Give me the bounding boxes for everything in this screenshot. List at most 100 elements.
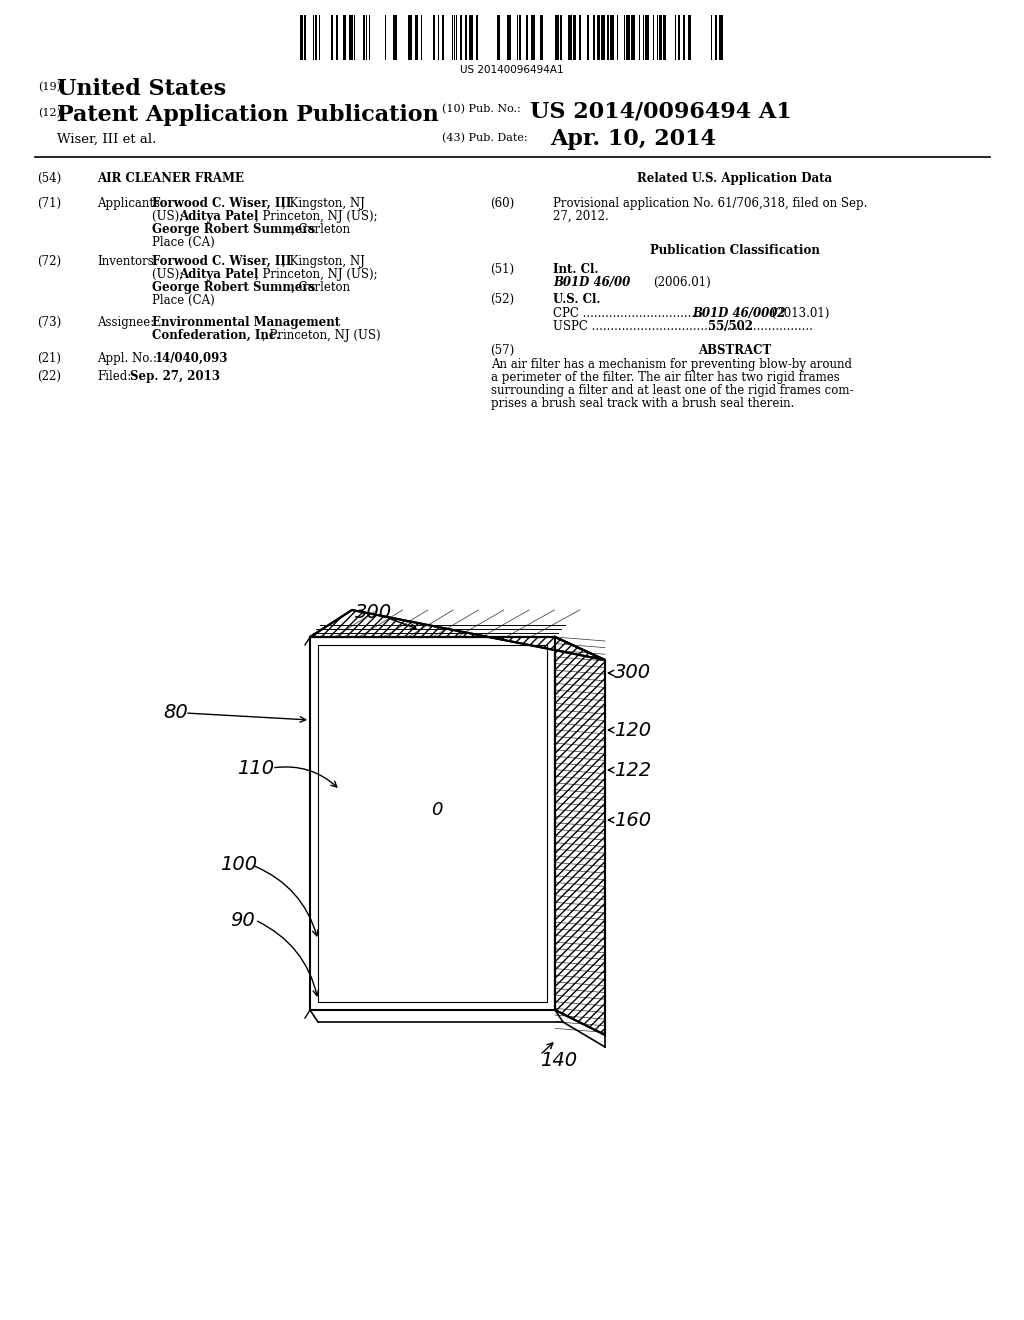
Bar: [300, 15, 303, 59]
Bar: [415, 15, 418, 59]
Text: 140: 140: [540, 1051, 578, 1069]
Polygon shape: [310, 610, 605, 660]
Text: CPC ................................: CPC ................................: [553, 308, 702, 319]
Text: ABSTRACT: ABSTRACT: [698, 345, 772, 356]
Bar: [408, 15, 412, 59]
Text: Environmental Management: Environmental Management: [152, 315, 340, 329]
Text: 300: 300: [355, 602, 392, 622]
Text: (54): (54): [37, 172, 61, 185]
Bar: [465, 15, 467, 59]
Bar: [460, 15, 462, 59]
Text: (43) Pub. Date:: (43) Pub. Date:: [442, 133, 527, 144]
Text: 27, 2012.: 27, 2012.: [553, 210, 608, 223]
Bar: [433, 15, 435, 59]
Bar: [393, 15, 397, 59]
Text: USPC ...........................................................: USPC ...................................…: [553, 319, 813, 333]
Text: (21): (21): [37, 352, 61, 366]
Text: Publication Classification: Publication Classification: [650, 244, 820, 257]
Bar: [362, 15, 365, 59]
Text: Applicants:: Applicants:: [97, 197, 164, 210]
Bar: [507, 15, 511, 59]
Bar: [573, 15, 575, 59]
Bar: [349, 15, 353, 59]
Bar: [688, 15, 691, 59]
Text: (12): (12): [38, 108, 61, 119]
Text: Aditya Patel: Aditya Patel: [179, 210, 258, 223]
Text: 80: 80: [163, 704, 187, 722]
Bar: [331, 15, 333, 59]
Text: US 20140096494A1: US 20140096494A1: [460, 65, 564, 75]
Text: 300: 300: [614, 664, 651, 682]
Bar: [336, 15, 338, 59]
Text: a perimeter of the filter. The air filter has two rigid frames: a perimeter of the filter. The air filte…: [490, 371, 840, 384]
Text: , Princeton, NJ (US);: , Princeton, NJ (US);: [255, 210, 378, 223]
Text: (US);: (US);: [152, 268, 187, 281]
Bar: [601, 15, 605, 59]
Bar: [645, 15, 649, 59]
Text: (US);: (US);: [152, 210, 187, 223]
Bar: [568, 15, 572, 59]
Bar: [560, 15, 562, 59]
Text: , Kingston, NJ: , Kingston, NJ: [282, 197, 365, 210]
Text: (60): (60): [490, 197, 514, 210]
Text: Filed:: Filed:: [97, 370, 131, 383]
Text: , Princeton, NJ (US);: , Princeton, NJ (US);: [255, 268, 378, 281]
Text: Aditya Patel: Aditya Patel: [179, 268, 258, 281]
Bar: [587, 15, 589, 59]
Text: Provisional application No. 61/706,318, filed on Sep.: Provisional application No. 61/706,318, …: [553, 197, 867, 210]
Text: 120: 120: [614, 721, 651, 739]
Text: (2013.01): (2013.01): [768, 308, 829, 319]
Text: Int. Cl.: Int. Cl.: [553, 263, 598, 276]
Text: (71): (71): [37, 197, 61, 210]
Text: Confederation, Inc.: Confederation, Inc.: [152, 329, 281, 342]
Polygon shape: [555, 638, 605, 1035]
Text: US 2014/0096494 A1: US 2014/0096494 A1: [530, 100, 792, 121]
Text: Place (CA): Place (CA): [152, 294, 215, 308]
Bar: [497, 15, 500, 59]
Bar: [555, 15, 559, 59]
Text: Appl. No.:: Appl. No.:: [97, 352, 157, 366]
Text: 55/502: 55/502: [708, 319, 753, 333]
Text: prises a brush seal track with a brush seal therein.: prises a brush seal track with a brush s…: [490, 397, 795, 411]
Text: Place (CA): Place (CA): [152, 236, 215, 249]
Bar: [610, 15, 614, 59]
Bar: [476, 15, 478, 59]
Text: United States: United States: [57, 78, 226, 100]
Text: (2006.01): (2006.01): [653, 276, 711, 289]
Text: (57): (57): [490, 345, 514, 356]
Text: (73): (73): [37, 315, 61, 329]
Text: 14/040,093: 14/040,093: [155, 352, 228, 366]
Text: Sep. 27, 2013: Sep. 27, 2013: [130, 370, 220, 383]
Bar: [607, 15, 609, 59]
Bar: [626, 15, 630, 59]
Bar: [519, 15, 521, 59]
Text: Wiser, III et al.: Wiser, III et al.: [57, 133, 157, 147]
Text: 160: 160: [614, 810, 651, 829]
Bar: [442, 15, 444, 59]
Text: , Kingston, NJ: , Kingston, NJ: [282, 255, 365, 268]
Text: U.S. Cl.: U.S. Cl.: [553, 293, 600, 306]
Text: Forwood C. Wiser, III: Forwood C. Wiser, III: [152, 255, 292, 268]
Bar: [315, 15, 317, 59]
Text: , Carleton: , Carleton: [291, 223, 350, 236]
Text: , Carleton: , Carleton: [291, 281, 350, 294]
Bar: [531, 15, 535, 59]
Bar: [663, 15, 666, 59]
Bar: [526, 15, 528, 59]
Bar: [304, 15, 306, 59]
Text: 122: 122: [614, 760, 651, 780]
Bar: [343, 15, 346, 59]
Text: An air filter has a mechanism for preventing blow-by around: An air filter has a mechanism for preven…: [490, 358, 852, 371]
Text: Patent Application Publication: Patent Application Publication: [57, 104, 438, 125]
Text: (10) Pub. No.:: (10) Pub. No.:: [442, 104, 521, 115]
Text: 110: 110: [237, 759, 274, 777]
Text: 0: 0: [431, 801, 442, 818]
Bar: [540, 15, 543, 59]
Text: (52): (52): [490, 293, 514, 306]
Text: George Robert Summers: George Robert Summers: [152, 281, 315, 294]
Bar: [469, 15, 473, 59]
Text: Inventors:: Inventors:: [97, 255, 158, 268]
Bar: [579, 15, 581, 59]
Text: Apr. 10, 2014: Apr. 10, 2014: [550, 128, 716, 150]
Text: B01D 46/00: B01D 46/00: [553, 276, 630, 289]
